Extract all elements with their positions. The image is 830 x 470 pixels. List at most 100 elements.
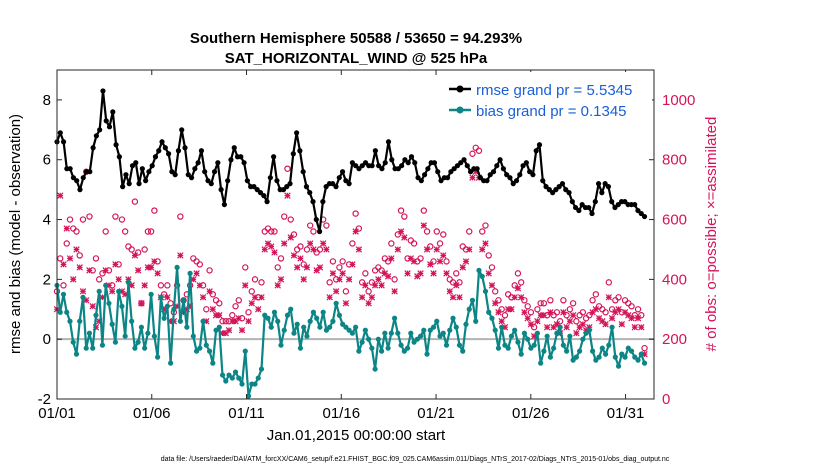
obs-possible-point: [66, 216, 74, 223]
rmse-point: [290, 151, 296, 157]
obs-possible-point: [563, 312, 570, 319]
rmse-point: [175, 148, 182, 154]
rmse-point: [412, 160, 418, 166]
rmse-point: [165, 151, 172, 157]
x-tick-label: 01/31: [607, 405, 645, 422]
obs-possible-point: [284, 165, 291, 172]
bias-point: [499, 324, 505, 330]
rmse-point: [300, 169, 306, 175]
rmse-point: [543, 184, 549, 190]
rmse-point: [310, 199, 316, 205]
rmse-point: [225, 178, 231, 184]
obs-possible-point: [316, 246, 324, 253]
obs-possible-point: [92, 255, 100, 262]
rmse-point: [592, 199, 598, 205]
obs-possible-point: [76, 252, 83, 259]
obs-possible-point: [569, 300, 577, 307]
rmse-point: [172, 172, 178, 178]
bias-point: [599, 345, 605, 351]
rmse-point: [244, 178, 250, 184]
rmse-point: [307, 190, 313, 196]
bias-point: [609, 324, 615, 330]
bias-point: [515, 339, 521, 345]
bias-point: [641, 360, 648, 366]
bias-point: [353, 324, 359, 330]
bias-point: [116, 288, 122, 294]
rmse-point: [422, 172, 428, 178]
rmse-point: [490, 169, 497, 175]
obs-assimilated-point: [151, 258, 158, 265]
obs-possible-point: [547, 297, 554, 304]
bias-point: [466, 306, 472, 312]
rmse-point: [185, 172, 191, 178]
obs-assimilated-point: [495, 309, 502, 316]
obs-possible-point: [258, 279, 265, 286]
rmse-point: [566, 190, 572, 196]
bias-point: [164, 303, 170, 309]
obs-possible-point: [378, 267, 385, 274]
bias-point: [245, 393, 252, 399]
obs-assimilated-point: [371, 282, 379, 289]
rmse-point: [504, 172, 510, 178]
obs-assimilated-point: [306, 240, 314, 247]
obs-assimilated-point: [420, 222, 428, 229]
obs-assimilated-point: [355, 246, 363, 253]
bias-point: [320, 309, 326, 315]
bias-point: [521, 330, 528, 336]
bias-point: [638, 351, 644, 357]
obs-assimilated-point: [446, 288, 453, 295]
obs-assimilated-point: [410, 258, 418, 265]
rmse-point: [136, 181, 142, 187]
bias-point: [330, 318, 336, 324]
bias-point: [171, 306, 177, 312]
obs-assimilated-point: [628, 315, 635, 322]
bias-point: [93, 312, 99, 318]
bias-point: [281, 327, 287, 333]
obs-assimilated-point: [368, 294, 376, 301]
obs-possible-point: [251, 276, 259, 283]
bias-point: [90, 345, 96, 351]
obs-assimilated-point: [300, 276, 307, 283]
rmse-point: [517, 172, 523, 178]
obs-possible-point: [216, 300, 223, 307]
obs-possible-point: [358, 279, 366, 286]
obs-possible-point: [553, 309, 561, 316]
bias-point: [145, 330, 151, 336]
rmse-point: [103, 118, 109, 124]
obs-assimilated-point: [427, 261, 434, 268]
obs-assimilated-point: [345, 276, 353, 283]
rmse-point: [553, 187, 559, 193]
obs-assimilated-point: [271, 249, 278, 256]
rmse-point: [271, 154, 277, 160]
obs-assimilated-point: [131, 252, 139, 259]
obs-possible-point: [268, 228, 275, 235]
obs-assimilated-point: [631, 323, 639, 331]
rmse-point: [80, 175, 86, 181]
obs-possible-point: [167, 300, 174, 307]
bias-point: [512, 327, 518, 333]
rmse-point: [586, 204, 592, 211]
obs-possible-point: [112, 213, 119, 220]
rmse-point: [57, 130, 63, 136]
obs-assimilated-point: [326, 294, 333, 301]
bias-point: [518, 351, 524, 357]
rmse-point: [550, 190, 556, 196]
bias-point: [395, 330, 401, 336]
plot-frame: [56, 69, 655, 400]
obs-possible-point: [534, 306, 541, 313]
obs-assimilated-point: [199, 294, 207, 301]
obs-possible-point: [638, 312, 645, 319]
rmse-point: [87, 169, 93, 175]
bias-point: [495, 345, 502, 351]
obs-possible-point: [501, 312, 509, 319]
obs-assimilated-point: [508, 306, 515, 313]
obs-assimilated-point: [238, 326, 246, 334]
obs-possible-point: [248, 288, 255, 295]
obs-possible-point: [430, 258, 437, 265]
obs-possible-point: [492, 288, 499, 295]
obs-possible-point: [118, 216, 126, 223]
obs-possible-point: [79, 216, 87, 223]
x-tick-label: 01/01: [38, 405, 76, 422]
obs-assimilated-point: [274, 282, 281, 289]
